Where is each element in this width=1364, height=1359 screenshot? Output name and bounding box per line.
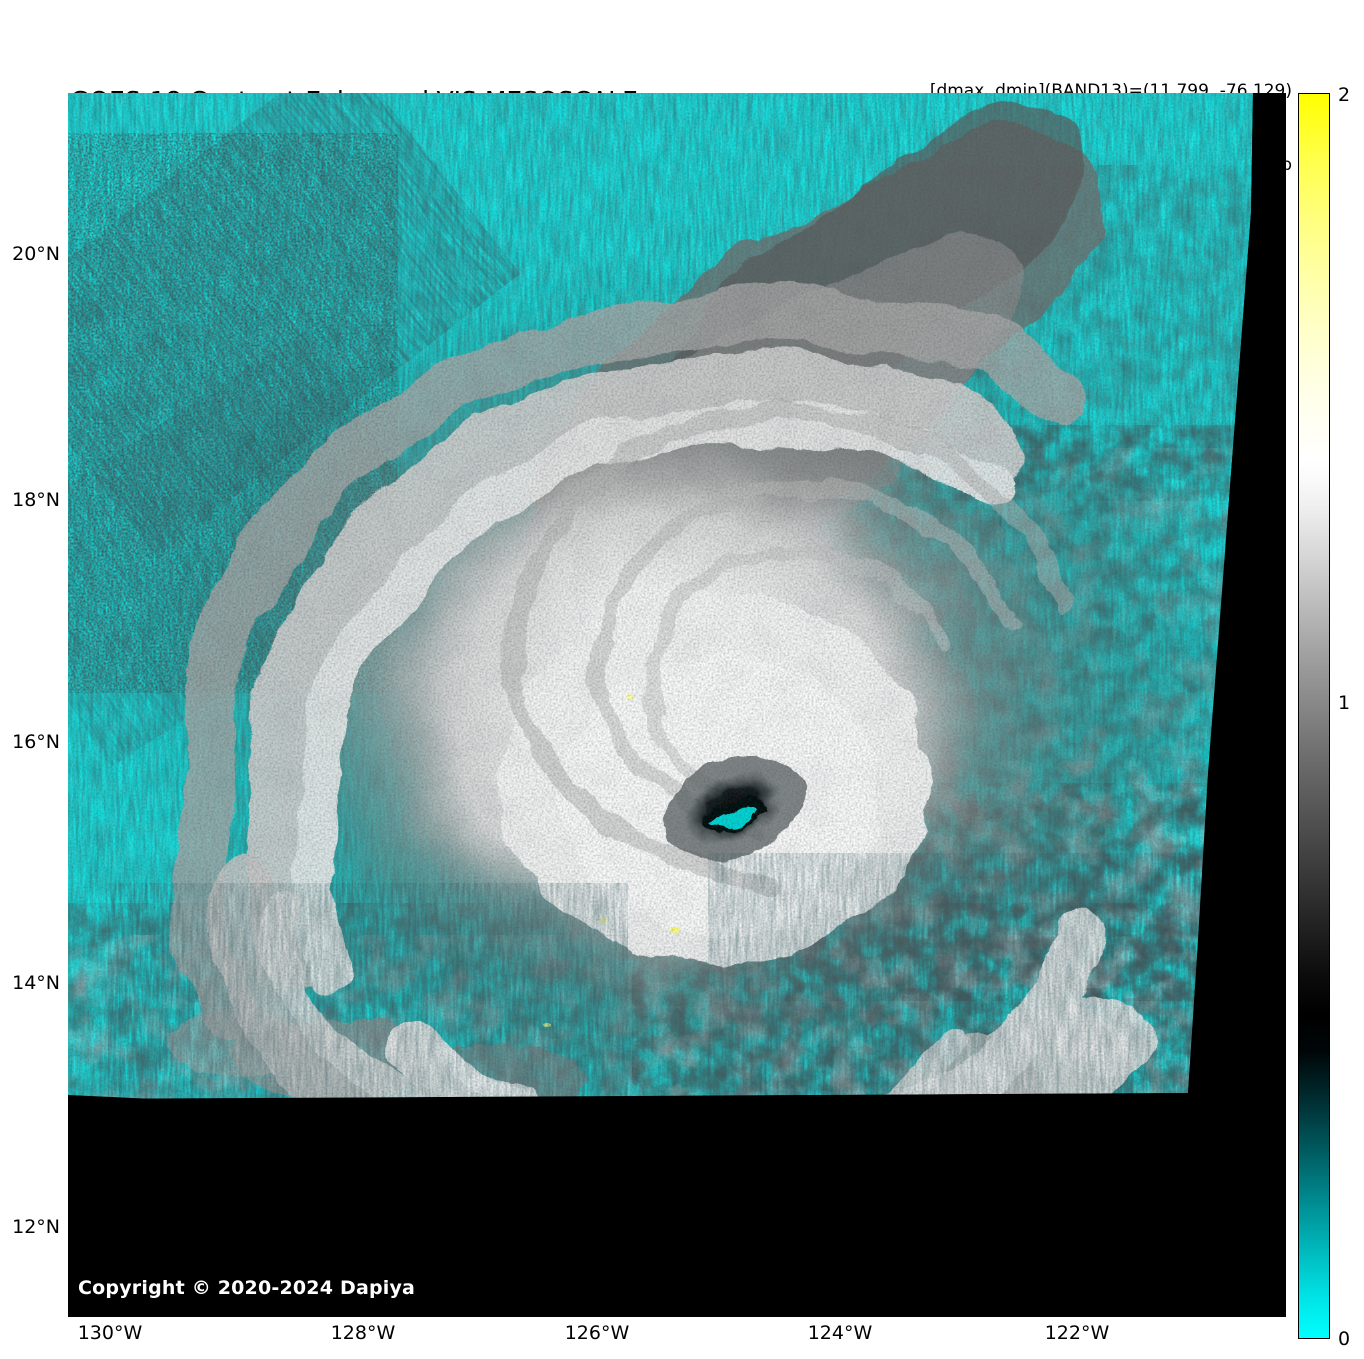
sensor-noise-layer <box>68 93 1253 1099</box>
colorbar-gradient <box>1298 93 1330 1339</box>
colorbar-tick-label: 2 <box>1338 84 1351 106</box>
y-tick-label: 12°N <box>12 1216 60 1238</box>
x-tick-label: 128°W <box>330 1322 396 1344</box>
colorbar-tick-label: 0 <box>1338 1328 1351 1350</box>
y-tick-label: 18°N <box>12 489 60 511</box>
copyright-notice: Copyright © 2020-2024 Dapiya <box>78 1277 416 1299</box>
x-tick-label: 126°W <box>564 1322 630 1344</box>
satellite-imagery-canvas <box>68 93 1286 1317</box>
colorbar[interactable]: 2 1 0 <box>1298 84 1350 1350</box>
x-tick-label: 122°W <box>1044 1322 1110 1344</box>
scan-edge-nodata-wedge <box>68 93 1286 1317</box>
scan-footprint <box>68 93 1253 1099</box>
x-tick-label: 130°W <box>77 1322 143 1344</box>
satellite-image-plot[interactable] <box>68 93 1286 1317</box>
y-tick-label: 16°N <box>12 731 60 753</box>
y-tick-label: 20°N <box>12 243 60 265</box>
y-tick-label: 14°N <box>12 972 60 994</box>
x-tick-label: 124°W <box>807 1322 873 1344</box>
colorbar-tick-label: 1 <box>1338 692 1351 714</box>
